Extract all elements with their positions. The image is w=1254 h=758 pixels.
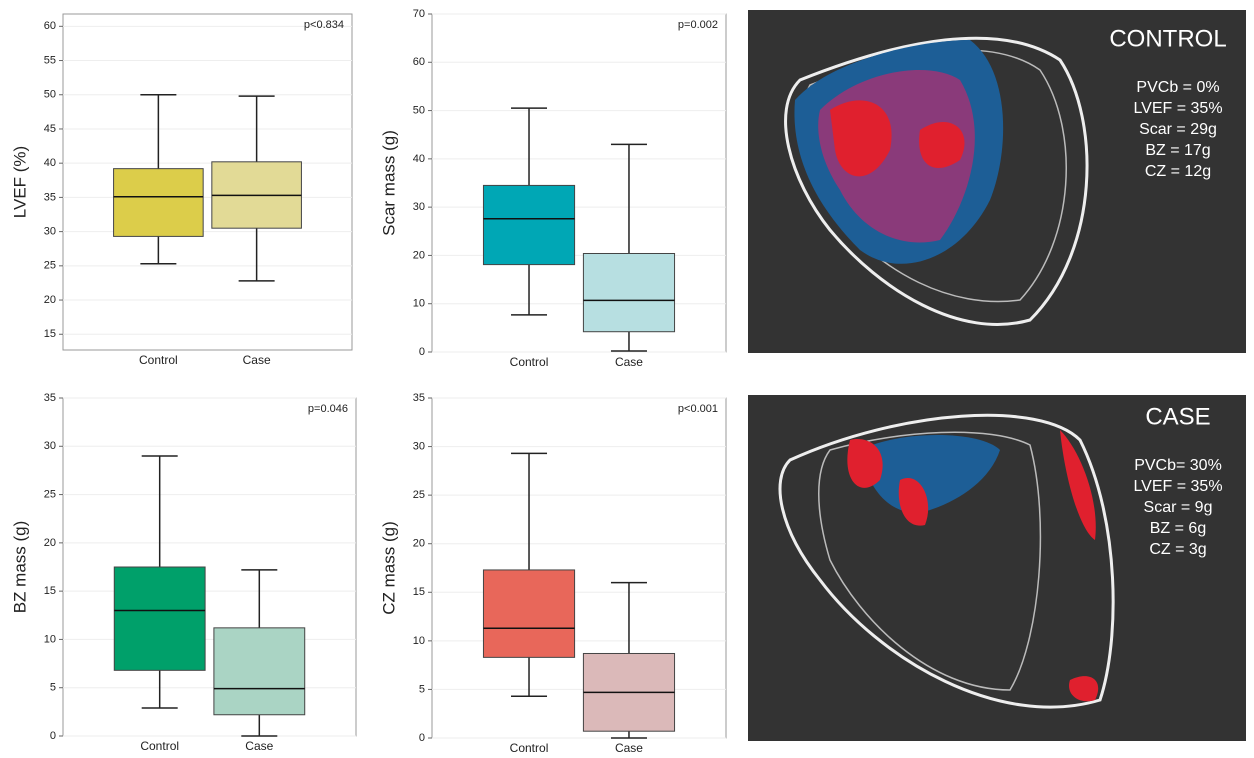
box-chart: 0 10 20 30 40 50 60 70 Scar mass (g) p=0.002 Contr… — [379, 8, 726, 369]
panel-stat: PVCb = 0% — [1136, 79, 1219, 96]
y-tick-label: 50 — [413, 104, 425, 116]
x-tick-label: Control — [140, 739, 179, 753]
box — [583, 253, 674, 331]
y-tick-label: 0 — [419, 346, 425, 358]
y-tick-label: 15 — [413, 586, 425, 598]
panel-stat: CZ = 12g — [1145, 163, 1211, 180]
panel-stat: CZ = 3g — [1149, 541, 1206, 558]
y-tick-label: 40 — [44, 157, 56, 169]
y-tick-label: 30 — [44, 226, 56, 238]
annotation: p<0.001 — [678, 403, 718, 415]
y-tick-label: 25 — [413, 489, 425, 501]
x-tick-label: Case — [243, 353, 271, 367]
y-tick-label: 20 — [44, 294, 56, 306]
panel-stat: BZ = 6g — [1150, 520, 1206, 537]
plot-frame — [432, 398, 726, 738]
y-tick-label: 15 — [44, 585, 56, 597]
y-tick-label: 50 — [44, 89, 56, 101]
y-tick-label: 40 — [413, 153, 425, 165]
y-tick-label: 25 — [44, 488, 56, 500]
y-tick-label: 0 — [419, 732, 425, 744]
y-tick-label: 45 — [44, 123, 56, 135]
panel-title: CONTROL — [1109, 25, 1226, 52]
figure: 15202530354045505560LVEF (%)p<0.834Contr… — [0, 0, 1254, 758]
annotation: p<0.834 — [304, 19, 344, 31]
y-tick-label: 60 — [44, 20, 56, 32]
box-chart: 0 5 10 15 20 25 30 35 CZ mass (g) p<0.001 Control C… — [379, 392, 726, 755]
box — [114, 567, 205, 670]
y-tick-label: 35 — [413, 392, 425, 404]
y-tick-label: 10 — [413, 298, 425, 310]
y-tick-label: 0 — [50, 730, 56, 742]
y-tick-label: 25 — [44, 260, 56, 272]
panel-stat: PVCb= 30% — [1134, 457, 1222, 474]
panel-stat: LVEF = 35% — [1133, 100, 1222, 117]
plot-frame — [432, 14, 726, 352]
x-tick-label: Control — [510, 355, 549, 369]
y-tick-label: 10 — [44, 633, 56, 645]
plot-frame — [63, 398, 356, 736]
x-tick-label: Case — [615, 355, 643, 369]
annotation: p=0.002 — [678, 19, 718, 31]
y-tick-label: 30 — [413, 201, 425, 213]
box — [483, 185, 574, 264]
y-tick-label: 30 — [413, 440, 425, 452]
y-tick-label: 55 — [44, 54, 56, 66]
y-tick-label: 60 — [413, 56, 425, 68]
y-tick-label: 15 — [44, 328, 56, 340]
control-image — [748, 10, 1246, 353]
y-tick-label: 5 — [419, 683, 425, 695]
y-tick-label: 70 — [413, 8, 425, 20]
annotation: p=0.046 — [308, 403, 348, 415]
y-tick-label: 5 — [50, 682, 56, 694]
x-tick-label: Control — [510, 741, 549, 755]
x-tick-label: Case — [615, 741, 643, 755]
box — [114, 169, 204, 237]
panel-stat: BZ = 17g — [1145, 142, 1210, 159]
y-axis-label: CZ mass (g) — [379, 521, 398, 615]
panel-stat: LVEF = 35% — [1133, 478, 1222, 495]
y-tick-label: 20 — [413, 538, 425, 550]
box-chart: 15 20 25 30 35 40 45 50 55 60 LVEF (%) p<0.834 Contr… — [10, 14, 352, 367]
panel-title: CASE — [1145, 403, 1210, 430]
box-chart: 0 5 10 15 20 25 30 35 BZ mass (g) p=0.046 Control C… — [10, 392, 356, 753]
x-tick-label: Control — [139, 353, 178, 367]
box — [483, 570, 574, 657]
panel-stat: Scar = 9g — [1144, 499, 1213, 516]
case-image — [748, 395, 1246, 741]
y-axis-label: LVEF (%) — [10, 146, 29, 218]
y-tick-label: 20 — [413, 249, 425, 261]
y-tick-label: 35 — [44, 191, 56, 203]
y-tick-label: 30 — [44, 440, 56, 452]
y-tick-label: 20 — [44, 537, 56, 549]
box — [214, 628, 305, 715]
y-axis-label: Scar mass (g) — [379, 130, 398, 236]
panel-stat: Scar = 29g — [1139, 121, 1217, 138]
y-tick-label: 35 — [44, 392, 56, 404]
y-axis-label: BZ mass (g) — [10, 521, 29, 614]
y-tick-label: 10 — [413, 635, 425, 647]
x-tick-label: Case — [245, 739, 273, 753]
